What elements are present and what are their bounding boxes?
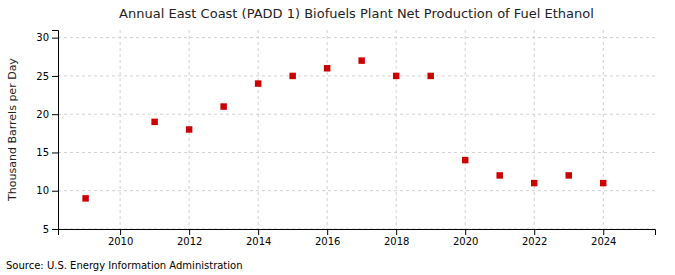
y-grid-line [58, 152, 655, 153]
point [393, 73, 399, 79]
point [358, 57, 364, 63]
y-grid-line [58, 75, 655, 76]
x-grid-line [603, 30, 604, 229]
x-axis-tick-mark [258, 229, 259, 235]
y-axis-tick-label: 5 [43, 224, 49, 235]
x-axis-tick: 2024 [591, 229, 616, 247]
x-axis-tick: 2014 [246, 229, 271, 247]
x-axis-tick-label: 2024 [591, 236, 616, 247]
point [220, 103, 226, 109]
x-axis-tick-label: 2016 [315, 236, 340, 247]
point [600, 180, 606, 186]
y-axis-tick-label: 25 [36, 71, 49, 82]
x-axis-tick-mark [396, 229, 397, 235]
point [186, 126, 192, 132]
point [82, 195, 88, 201]
y-axis-line [52, 31, 59, 230]
x-axis-tick: 2020 [453, 229, 478, 247]
point [255, 80, 261, 86]
point [565, 172, 571, 178]
y-grid-line [58, 114, 655, 115]
x-axis-tick-mark [120, 229, 121, 235]
y-axis-tick: 30 [36, 32, 58, 43]
x-axis-tick-mark [603, 229, 604, 235]
x-grid-line [534, 30, 535, 229]
y-axis-tick-mark [52, 152, 58, 153]
point [531, 180, 537, 186]
point [496, 172, 502, 178]
x-axis-tick: 2012 [177, 229, 202, 247]
x-axis-tick-mark [327, 229, 328, 235]
y-grid-line [58, 37, 655, 38]
x-axis-tick-mark [465, 229, 466, 235]
x-axis-tick-label: 2018 [384, 236, 409, 247]
y-axis-title: Thousand Barrels per Day [6, 58, 19, 202]
point [427, 73, 433, 79]
title: Annual East Coast (PADD 1) Biofuels Plan… [119, 6, 594, 21]
y-axis-tick-mark [52, 38, 58, 39]
y-axis-tick: 25 [36, 71, 58, 82]
x-grid-line [396, 30, 397, 229]
x-axis-line [59, 230, 656, 236]
chart: 2010 2012 2014 2016 2018 2020 2022 2024 5 10 15 20 2… [0, 0, 675, 275]
x-axis-tick-label: 2010 [108, 236, 133, 247]
x-axis-tick-mark [534, 229, 535, 235]
x-axis-tick-label: 2014 [246, 236, 271, 247]
points [82, 57, 606, 201]
y-axis-tick-mark [52, 114, 58, 115]
point [289, 73, 295, 79]
x-axis-tick-label: 2022 [522, 236, 547, 247]
source: Source: U.S. Energy Information Administ… [6, 260, 243, 271]
point [324, 65, 330, 71]
x-axis-tick: 2022 [522, 229, 547, 247]
x-grid-line [120, 30, 121, 229]
y-axis-tick: 15 [36, 147, 58, 158]
x-grid-line [327, 30, 328, 229]
y-axis: 5 10 15 20 25 30 [36, 31, 58, 235]
y-axis-tick-label: 15 [36, 147, 49, 158]
x-grid-line [258, 30, 259, 229]
x-axis: 2010 2012 2014 2016 2018 2020 2022 2024 [59, 229, 656, 247]
y-axis-tick-label: 10 [36, 185, 49, 196]
x-axis-tick: 2016 [315, 229, 340, 247]
x-axis-tick-label: 2020 [453, 236, 478, 247]
grid [58, 30, 655, 229]
point [462, 157, 468, 163]
y-axis-tick-label: 20 [36, 109, 49, 120]
y-axis-tick: 5 [43, 224, 58, 235]
point [151, 119, 157, 125]
x-axis-tick-label: 2012 [177, 236, 202, 247]
x-axis-tick: 2018 [384, 229, 409, 247]
y-axis-tick: 20 [36, 109, 58, 120]
y-axis-tick-label: 30 [36, 32, 49, 43]
y-axis-tick: 10 [36, 185, 58, 196]
y-axis-tick-mark [52, 191, 58, 192]
y-axis-tick-mark [52, 229, 58, 230]
y-grid-line [58, 190, 655, 191]
y-axis-tick-mark [52, 76, 58, 77]
x-grid-line [465, 30, 466, 229]
x-axis-tick-mark [189, 229, 190, 235]
x-axis-tick: 2010 [108, 229, 133, 247]
